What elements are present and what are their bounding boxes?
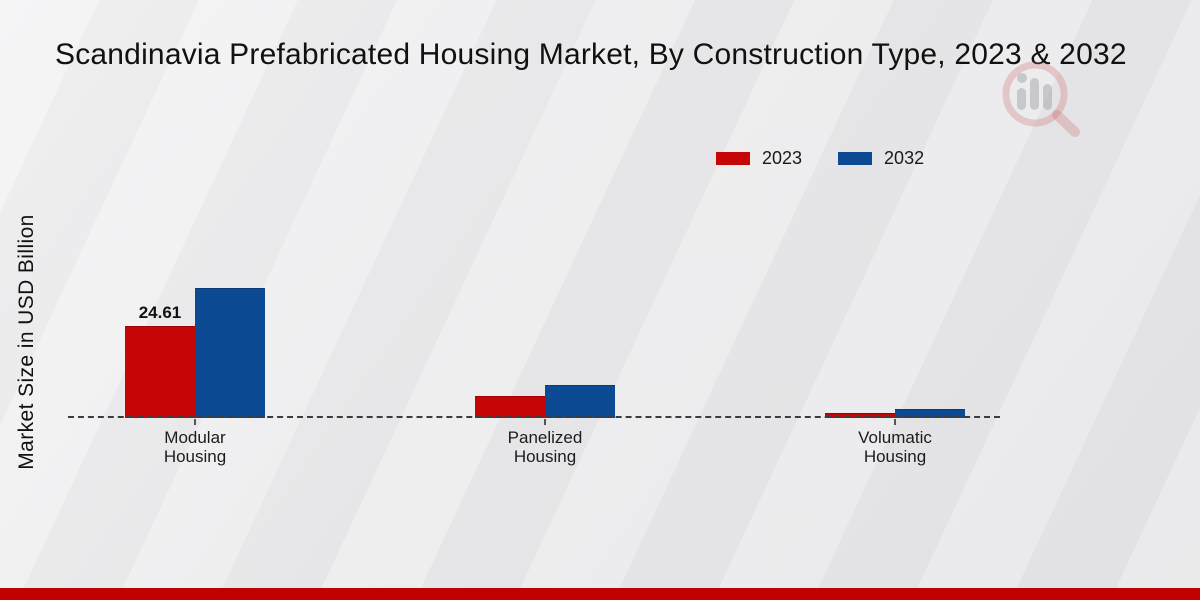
- footer-accent-bar: [0, 588, 1200, 600]
- bar-2032-panelized-housing: [545, 385, 615, 418]
- legend-item-2032: 2032: [838, 148, 924, 169]
- chart-title: Scandinavia Prefabricated Housing Market…: [55, 38, 1127, 71]
- legend-swatch-2032: [838, 152, 873, 165]
- baseline-dashed-line: [68, 416, 1000, 418]
- category-label-volumatic-housing: Volumatic Housing: [858, 428, 932, 466]
- axis-tick-modular-housing: [194, 419, 196, 425]
- legend-swatch-2023: [716, 152, 750, 165]
- bar-2023-panelized-housing: [475, 396, 545, 418]
- legend: 2023 2032: [716, 148, 960, 169]
- bar-2032-modular-housing: [195, 288, 265, 418]
- legend-label-2023: 2023: [762, 148, 803, 168]
- magnifier-bar-chart-logo-icon: [1002, 61, 1080, 137]
- category-label-panelized-housing: Panelized Housing: [507, 428, 583, 466]
- axis-tick-panelized-housing: [544, 419, 546, 425]
- bar-2023-modular-housing: [125, 326, 195, 418]
- legend-label-2032: 2032: [884, 148, 925, 168]
- category-label-modular-housing: Modular Housing: [163, 428, 227, 466]
- axis-tick-volumatic-housing: [894, 419, 896, 425]
- legend-item-2023: 2023: [716, 148, 802, 169]
- bar-2023-volumatic-housing: [825, 413, 895, 418]
- bar-2032-volumatic-housing: [895, 409, 965, 418]
- bar-value-label: 24.61: [138, 303, 182, 322]
